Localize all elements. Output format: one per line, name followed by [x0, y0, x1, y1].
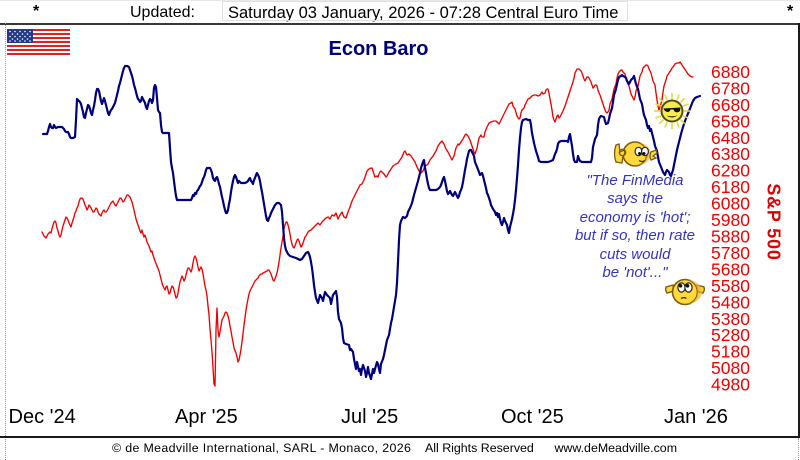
svg-text:5280: 5280	[711, 325, 750, 345]
svg-text:6680: 6680	[711, 95, 750, 115]
svg-text:6480: 6480	[711, 128, 750, 148]
svg-text:5380: 5380	[711, 309, 750, 329]
svg-text:5980: 5980	[711, 210, 750, 230]
svg-text:6180: 6180	[711, 177, 750, 197]
svg-text:6580: 6580	[711, 111, 750, 131]
svg-text:6880: 6880	[711, 62, 750, 82]
svg-text:6380: 6380	[711, 144, 750, 164]
svg-text:5780: 5780	[711, 243, 750, 263]
svg-text:6280: 6280	[711, 161, 750, 181]
svg-text:Dec '24: Dec '24	[9, 406, 76, 428]
svg-text:5580: 5580	[711, 276, 750, 296]
svg-text:S&P 500: S&P 500	[764, 183, 784, 260]
svg-text:4980: 4980	[711, 375, 750, 395]
svg-text:5180: 5180	[711, 342, 750, 362]
svg-text:6080: 6080	[711, 194, 750, 214]
svg-text:5480: 5480	[711, 292, 750, 312]
svg-text:Jul '25: Jul '25	[341, 406, 398, 428]
svg-text:Jan '26: Jan '26	[664, 406, 728, 428]
svg-text:5080: 5080	[711, 358, 750, 378]
svg-text:Apr '25: Apr '25	[175, 406, 238, 428]
svg-text:6780: 6780	[711, 79, 750, 99]
svg-text:5880: 5880	[711, 227, 750, 247]
svg-text:Oct '25: Oct '25	[501, 406, 564, 428]
svg-text:5680: 5680	[711, 259, 750, 279]
